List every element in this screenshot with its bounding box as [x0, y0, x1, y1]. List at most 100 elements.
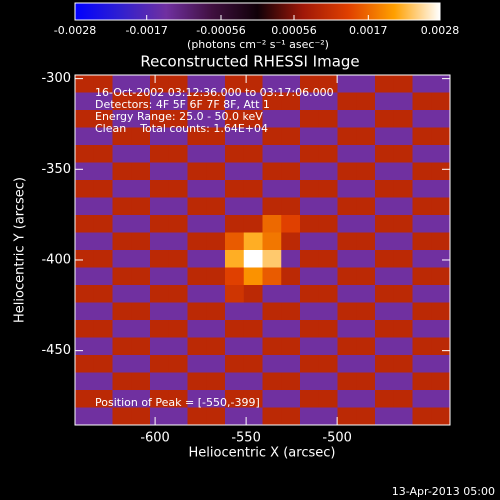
heatmap-cell [112, 407, 132, 426]
colorbar-tick-label: -0.0028 [54, 24, 96, 37]
heatmap-cell [112, 145, 132, 163]
chart-title: Reconstructed RHESSI Image [140, 53, 359, 71]
heatmap-cell [112, 92, 132, 111]
heatmap-cell [187, 215, 207, 233]
heatmap-cell [131, 372, 151, 391]
heatmap-cell [262, 355, 282, 373]
heatmap-cell [243, 302, 263, 321]
heatmap-cell [75, 145, 95, 163]
heatmap-cell [300, 180, 320, 198]
heatmap-cell [206, 285, 226, 303]
heatmap-cell [318, 162, 338, 181]
heatmap-cell [318, 92, 338, 111]
heatmap-cell [225, 162, 245, 181]
heatmap-cell [431, 162, 451, 181]
heatmap-cell [431, 320, 451, 338]
heatmap-cell [93, 145, 113, 163]
heatmap-cell [375, 197, 395, 216]
colorbar-tick-label: 0.0017 [349, 24, 388, 37]
heatmap-cell [300, 355, 320, 373]
heatmap-cell [431, 267, 451, 286]
heatmap-cell [93, 110, 113, 128]
heatmap-cell [262, 127, 282, 146]
heatmap-cell [281, 127, 301, 146]
heatmap-cell [243, 267, 263, 286]
heatmap-cell [187, 250, 207, 268]
heatmap-cell [356, 407, 376, 426]
heatmap-cell [150, 320, 170, 338]
heatmap-cell [225, 390, 245, 408]
heatmap-cell [131, 197, 151, 216]
heatmap-cell [187, 390, 207, 408]
heatmap-cell [337, 285, 357, 303]
heatmap-cell [375, 180, 395, 198]
heatmap-cell [393, 267, 413, 286]
heatmap-cell [168, 145, 188, 163]
heatmap-cell [375, 215, 395, 233]
heatmap-cell [412, 285, 432, 303]
heatmap-cell [375, 232, 395, 251]
heatmap-cell [243, 197, 263, 216]
heatmap [75, 75, 451, 426]
heatmap-cell [112, 267, 132, 286]
heatmap-cell [318, 180, 338, 198]
heatmap-cell [262, 145, 282, 163]
heatmap-cell [393, 92, 413, 111]
heatmap-cell [75, 267, 95, 286]
heatmap-cell [243, 355, 263, 373]
heatmap-cell [375, 355, 395, 373]
heatmap-cell [168, 232, 188, 251]
heatmap-cell [168, 302, 188, 321]
x-tick-label: -600 [140, 431, 170, 446]
colorbar [74, 2, 441, 21]
heatmap-cell [75, 250, 95, 268]
heatmap-cell [93, 127, 113, 146]
heatmap-cell [393, 250, 413, 268]
heatmap-cell [318, 197, 338, 216]
heatmap-cell [375, 337, 395, 356]
heatmap-cell [318, 215, 338, 233]
heatmap-cell [112, 285, 132, 303]
heatmap-cell [225, 355, 245, 373]
heatmap-cell [356, 215, 376, 233]
heatmap-cell [375, 407, 395, 426]
heatmap-cell [318, 110, 338, 128]
heatmap-cell [168, 285, 188, 303]
heatmap-cell [375, 285, 395, 303]
heatmap-cell [300, 110, 320, 128]
heatmap-cell [243, 337, 263, 356]
heatmap-cell [187, 285, 207, 303]
heatmap-cell [337, 92, 357, 111]
annotation: Detectors: 4F 5F 6F 7F 8F, Att 1 [95, 98, 270, 111]
heatmap-cell [225, 180, 245, 198]
heatmap-cell [131, 180, 151, 198]
heatmap-cell [300, 127, 320, 146]
heatmap-cell [262, 232, 282, 251]
heatmap-cell [93, 337, 113, 356]
heatmap-cell [431, 250, 451, 268]
heatmap-cell [318, 355, 338, 373]
heatmap-cell [375, 390, 395, 408]
heatmap-cell [225, 92, 245, 111]
heatmap-cell [225, 285, 245, 303]
heatmap-cell [375, 75, 395, 93]
heatmap-cell [281, 180, 301, 198]
heatmap-cell [431, 355, 451, 373]
annotation: Clean Total counts: 1.64E+04 [95, 122, 268, 135]
heatmap-cell [262, 250, 282, 268]
heatmap-cell [393, 215, 413, 233]
colorbar-tick-label: 0.0028 [421, 24, 460, 37]
heatmap-cell [93, 285, 113, 303]
heatmap-cell [281, 197, 301, 216]
heatmap-cell [318, 75, 338, 93]
heatmap-cell [300, 162, 320, 181]
heatmap-cell [75, 197, 95, 216]
heatmap-cell [243, 215, 263, 233]
heatmap-cell [131, 145, 151, 163]
heatmap-cell [412, 127, 432, 146]
heatmap-cell [150, 127, 170, 146]
heatmap-cell [187, 145, 207, 163]
heatmap-cell [375, 127, 395, 146]
heatmap-cell [262, 302, 282, 321]
heatmap-cell [168, 372, 188, 391]
